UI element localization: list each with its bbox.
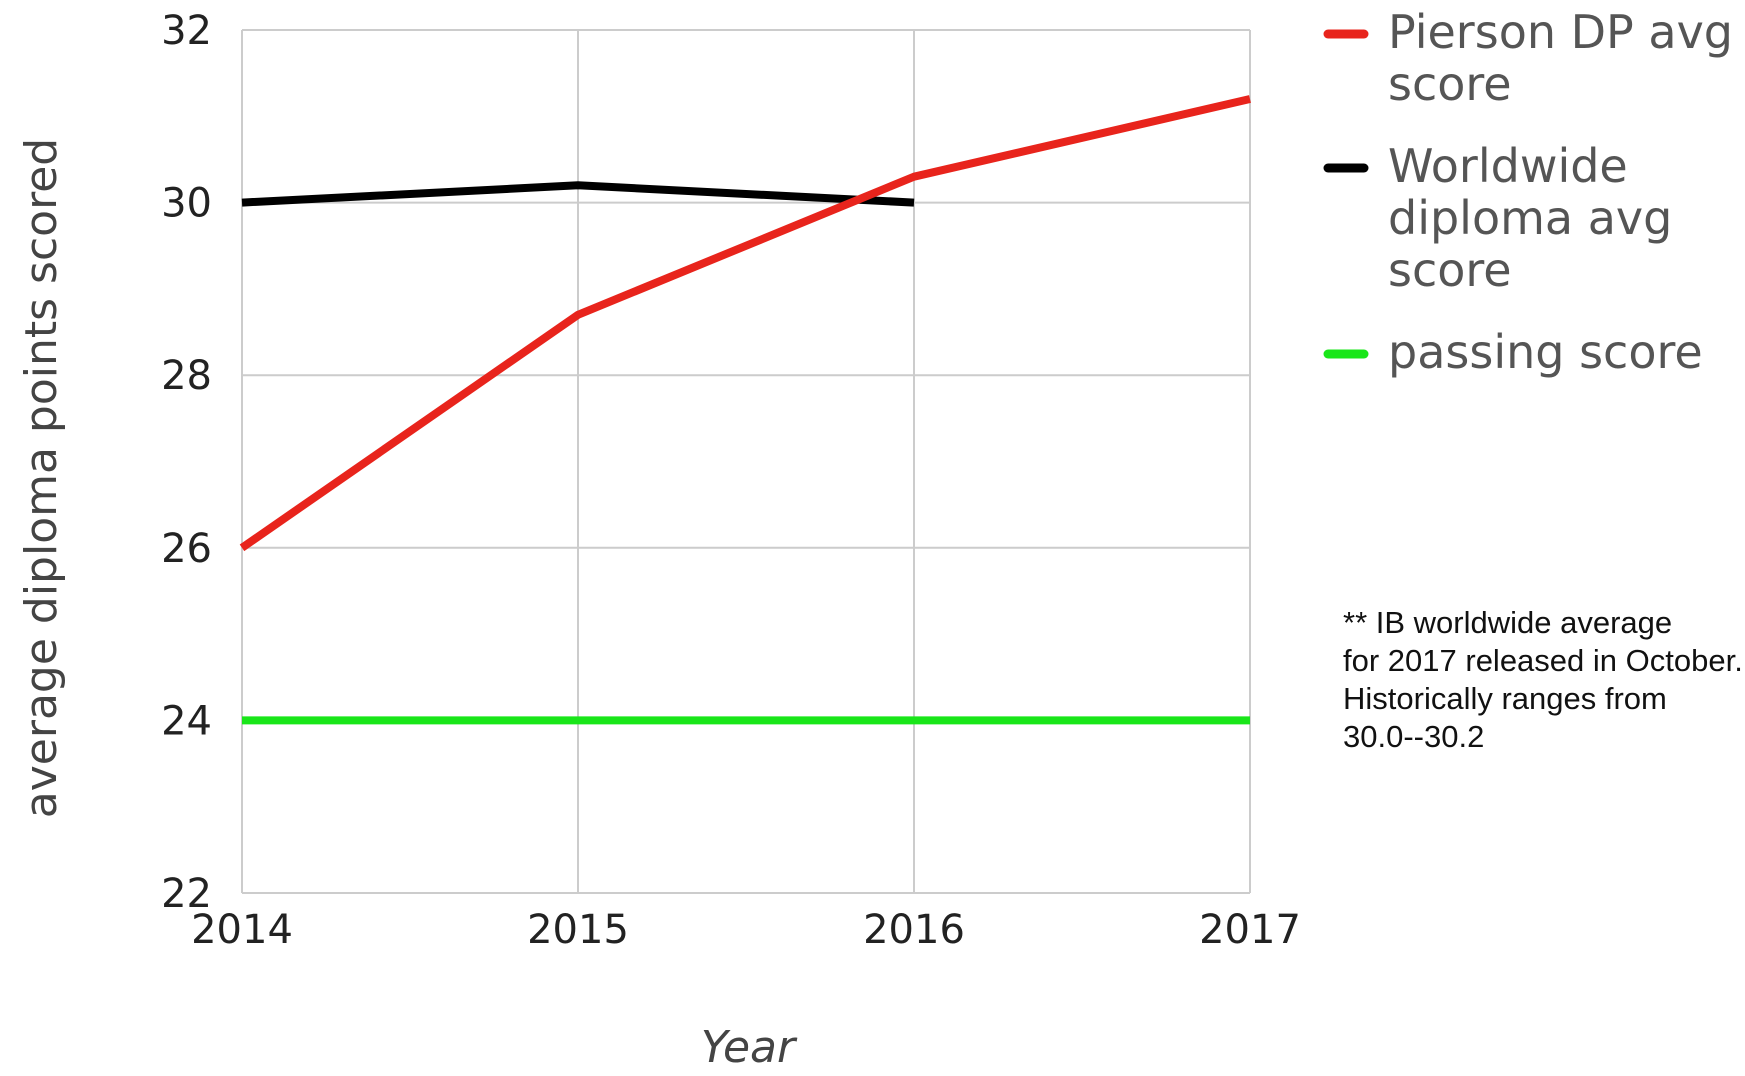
legend-label: passing score (1388, 325, 1703, 379)
annotation-note: ** IB worldwide average for 2017 release… (1343, 604, 1745, 756)
series-lines (239, 95, 1251, 725)
x-axis-title: Year (701, 1022, 798, 1071)
series-line (241, 181, 915, 207)
y-tick-label: 28 (161, 353, 212, 399)
x-tick-label: 2017 (1199, 907, 1301, 953)
legend: Pierson DP avg score Worldwide diploma avg s… (1323, 5, 1733, 379)
y-tick-label: 22 (161, 871, 212, 917)
y-tick-label: 26 (161, 526, 212, 572)
x-tick-label: 2016 (863, 907, 965, 953)
legend-item: Worldwide diploma avg score (1323, 139, 1672, 297)
x-tick-label: 2014 (191, 907, 293, 953)
legend-label: Pierson DP avg score (1388, 5, 1733, 111)
annotation-line: ** IB worldwide average (1343, 605, 1673, 640)
y-axis-title: average diploma points scored (16, 138, 67, 818)
series-line (239, 95, 1251, 552)
legend-label: Worldwide diploma avg score (1388, 139, 1672, 297)
legend-item: Pierson DP avg score (1323, 5, 1733, 111)
annotation-line: Historically ranges from (1343, 681, 1667, 716)
gridlines (241, 29, 1251, 894)
y-tick-label: 32 (161, 8, 212, 54)
x-tick-label: 2015 (527, 907, 629, 953)
annotation-line: 30.0--30.2 (1343, 719, 1485, 754)
annotation-line: for 2017 released in October. (1343, 643, 1743, 678)
legend-item: passing score (1323, 325, 1703, 379)
y-tick-label: 24 (161, 698, 212, 744)
y-tick-label: 30 (161, 181, 212, 227)
